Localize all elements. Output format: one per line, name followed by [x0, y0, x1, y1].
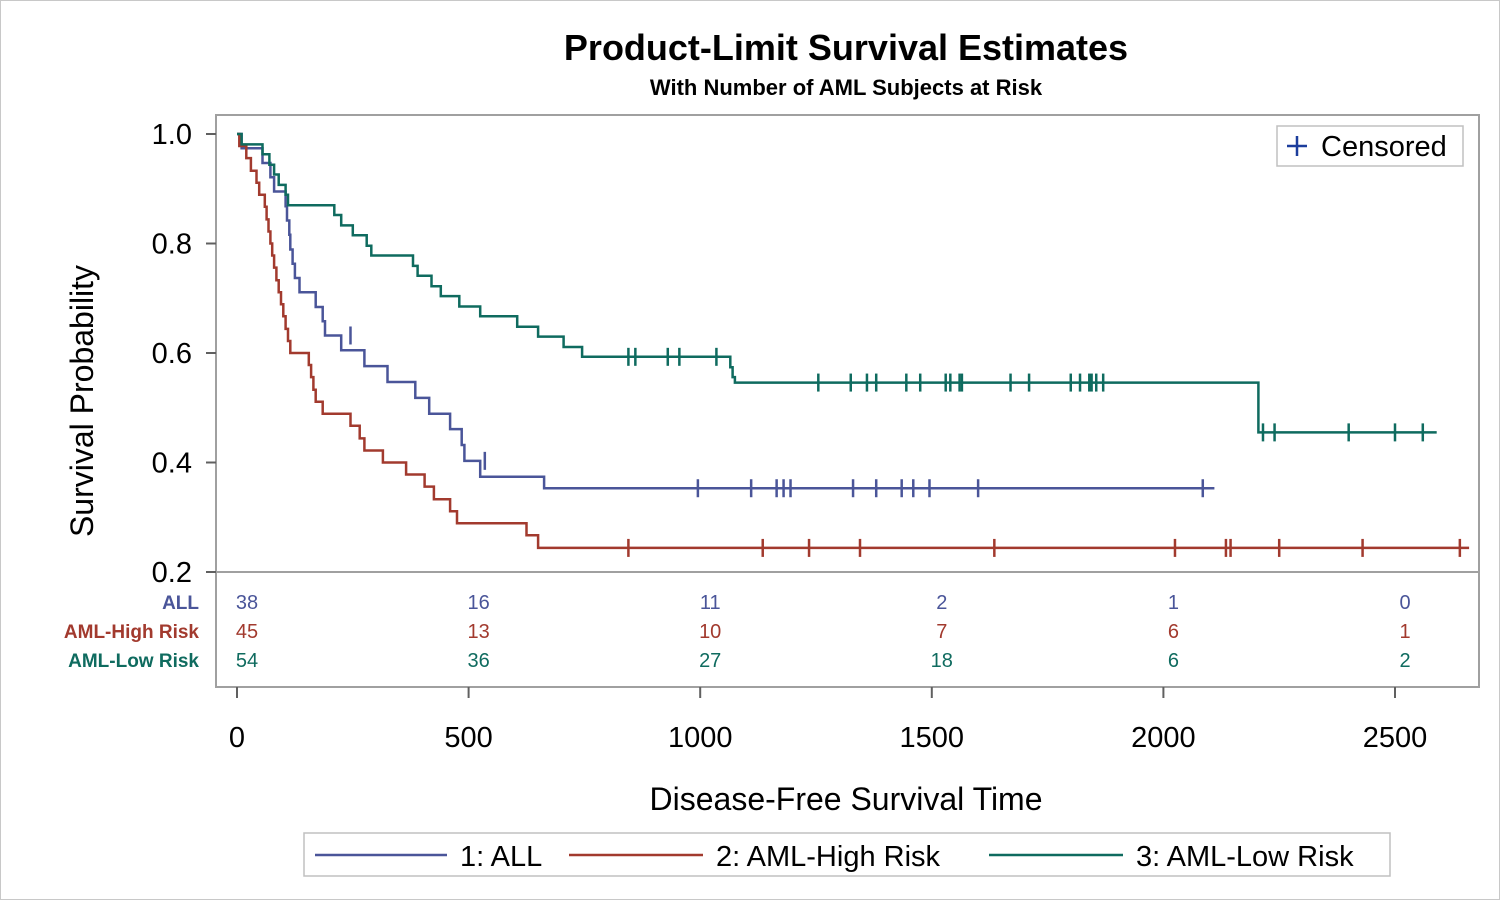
y-tick-label: 0.6 [152, 338, 192, 370]
chart-title: Product-Limit Survival Estimates [564, 27, 1128, 68]
risk-count: 54 [236, 650, 258, 672]
y-tick-label: 0.2 [152, 557, 192, 589]
censored-legend-box [1276, 125, 1464, 167]
risk-count: 1 [1399, 621, 1410, 643]
risk-count: 10 [699, 621, 721, 643]
chart-subtitle: With Number of AML Subjects at Risk [650, 75, 1043, 100]
censored-legend-label: Censored [1321, 131, 1447, 163]
risk-count: 18 [931, 650, 953, 672]
risk-count: 6 [1168, 621, 1179, 643]
risk-count: 36 [467, 650, 489, 672]
x-tick-label: 500 [444, 722, 492, 754]
y-tick-label: 1.0 [152, 119, 192, 151]
x-tick-label: 1500 [900, 722, 965, 754]
risk-count: 13 [467, 621, 489, 643]
risk-row-label: ALL [162, 593, 199, 614]
risk-count: 2 [936, 592, 947, 614]
x-tick-label: 1000 [668, 722, 733, 754]
survival-curve-3 [237, 132, 1437, 434]
plot-area-border [215, 114, 1480, 688]
risk-count: 38 [236, 592, 258, 614]
risk-count: 11 [700, 592, 721, 614]
censored-marker-icon [1287, 136, 1307, 156]
series-legend: 1: ALL 2: AML-High Risk 3: AML-Low Risk [303, 832, 1391, 877]
x-axis: 0 500 1000 1500 2000 2500 [229, 687, 1427, 754]
risk-count: 0 [1399, 592, 1410, 614]
risk-count: 27 [699, 650, 721, 672]
risk-row-label: AML-Low Risk [68, 651, 199, 672]
censored-legend: Censored [1276, 125, 1464, 167]
legend-label-3: 3: AML-Low Risk [1136, 841, 1354, 873]
legend-label-1: 1: ALL [460, 841, 542, 873]
y-tick-label: 0.4 [152, 448, 192, 480]
survival-curve-2 [237, 132, 1470, 550]
risk-count: 16 [467, 592, 489, 614]
risk-count: 2 [1399, 650, 1410, 672]
x-tick-label: 0 [229, 722, 245, 754]
x-tick-label: 2500 [1363, 722, 1428, 754]
risk-count: 45 [236, 621, 258, 643]
y-axis-label: Survival Probability [64, 265, 100, 537]
risk-count: 1 [1168, 592, 1179, 614]
y-tick-label: 0.8 [152, 229, 192, 261]
survival-curve-1 [237, 132, 1215, 490]
risk-count: 7 [936, 621, 947, 643]
risk-row-label: AML-High Risk [64, 622, 200, 643]
x-tick-label: 2000 [1131, 722, 1196, 754]
survival-curves [237, 132, 1470, 557]
x-axis-label: Disease-Free Survival Time [650, 781, 1043, 817]
y-axis: 0.2 0.4 0.6 0.8 1.0 [152, 119, 216, 589]
legend-label-2: 2: AML-High Risk [716, 841, 941, 873]
series-legend-box [303, 832, 1391, 877]
risk-count: 6 [1168, 650, 1179, 672]
